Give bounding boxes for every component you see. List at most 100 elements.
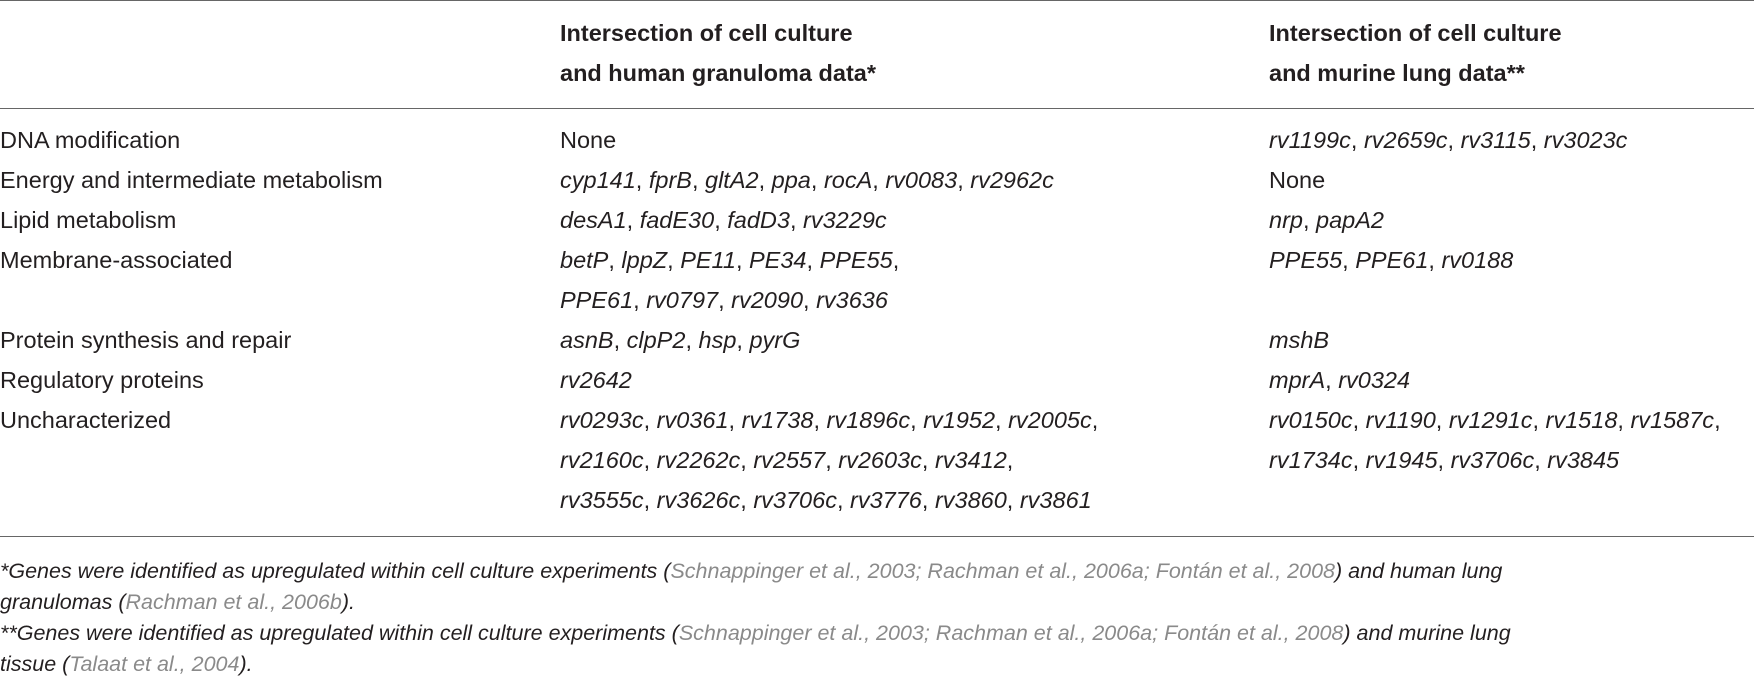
gene-name: rv3626c <box>656 487 741 513</box>
gene-name: rv2962c <box>970 167 1054 193</box>
gene-name: rv3636 <box>816 287 888 313</box>
footnote-1-text: ). <box>341 590 355 614</box>
cell-line: None <box>1269 160 1325 200</box>
gene-name: nrp <box>1269 207 1303 233</box>
cell-line: rv1199c, rv2659c, rv3115, rv3023c <box>1269 127 1628 153</box>
cell-line: None <box>560 120 616 160</box>
murine-lung-cell: PPE55, PPE61, rv0188 <box>1269 240 1513 280</box>
gene-name: rv3115 <box>1460 127 1531 153</box>
gene-name: rv0361 <box>656 407 729 433</box>
table-row: Protein synthesis and repair asnB, clpP2,… <box>0 320 1754 360</box>
footnote-1-text: *Genes were identified as upregulated wi… <box>0 559 671 583</box>
cell-line: rv0293c, rv0361, rv1738, rv1896c, rv1952… <box>560 407 1099 433</box>
murine-lung-cell: nrp, papA2 <box>1269 200 1384 240</box>
cell-line: cyp141, fprB, gltA2, ppa, rocA, rv0083, … <box>560 167 1054 193</box>
header-col2: Intersection of cell culture and murine … <box>1269 13 1562 93</box>
gene-name: fadD3 <box>727 207 790 233</box>
table-row: Lipid metabolism desA1, fadE30, fadD3, rv… <box>0 200 1754 240</box>
cell-line: rv3555c, rv3626c, rv3706c, rv3776, rv386… <box>560 487 1092 513</box>
footnote-2-text: tissue ( <box>0 652 70 676</box>
gene-name: PPE55 <box>1269 247 1343 273</box>
gene-name: gltA2 <box>705 167 759 193</box>
gene-name: rv3776 <box>850 487 922 513</box>
granuloma-cell: cyp141, fprB, gltA2, ppa, rocA, rv0083, … <box>560 160 1054 200</box>
table-row: Uncharacterized rv0293c, rv0361, rv1738, … <box>0 400 1754 520</box>
footnote-1-citation[interactable]: Schnappinger et al., 2003; Rachman et al… <box>670 559 1336 583</box>
gene-name: rv2603c <box>838 447 922 473</box>
cell-line: desA1, fadE30, fadD3, rv3229c <box>560 207 887 233</box>
gene-name: rv2090 <box>731 287 804 313</box>
gene-name: rv1199c <box>1269 127 1351 153</box>
gene-name: rv2659c <box>1363 127 1448 153</box>
gene-name: lppZ <box>621 247 668 273</box>
footnote-2-citation[interactable]: Talaat et al., 2004 <box>69 652 240 676</box>
header-col1-line2: and human granuloma data* <box>560 60 876 86</box>
gene-name: rv3023c <box>1543 127 1628 153</box>
cell-line: rv2160c, rv2262c, rv2557, rv2603c, rv341… <box>560 447 1014 473</box>
gene-name: mshB <box>1269 327 1330 353</box>
none-value: None <box>560 127 617 153</box>
granuloma-cell: rv2642 <box>560 360 632 400</box>
granuloma-cell: desA1, fadE30, fadD3, rv3229c <box>560 200 887 240</box>
header-col2-line1: Intersection of cell culture <box>1269 20 1562 46</box>
gene-name: rv0797 <box>646 287 719 313</box>
footnote-2: **Genes were identified as upregulated w… <box>0 618 1754 680</box>
murine-lung-cell: None <box>1269 160 1325 200</box>
footnote-1-text: ) and human lung <box>1335 559 1503 583</box>
cell-line: PPE55, PPE61, rv0188 <box>1269 247 1514 273</box>
footnote-1-citation[interactable]: Rachman et al., 2006b <box>125 590 342 614</box>
table-row: Energy and intermediate metabolism cyp141… <box>0 160 1754 200</box>
gene-name: rv3706c <box>1450 447 1535 473</box>
gene-name: rv1190 <box>1365 407 1436 433</box>
gene-name: rv3861 <box>1019 487 1092 513</box>
gene-name: rv2005c <box>1008 407 1092 433</box>
gene-name: rv2557 <box>753 447 826 473</box>
header-col1-line1: Intersection of cell culture <box>560 20 853 46</box>
header-col2-line2: and murine lung data** <box>1269 60 1525 86</box>
row-category: DNA modification <box>0 127 181 153</box>
footnote-2-text: **Genes were identified as upregulated w… <box>0 621 679 645</box>
top-rule <box>0 0 1754 1</box>
gene-name: rv3412 <box>934 447 1007 473</box>
gene-name: rv3229c <box>803 207 887 233</box>
table-row: Membrane-associated betP, lppZ, PE11, PE3… <box>0 240 1754 320</box>
gene-name: fprB <box>648 167 692 193</box>
gene-name: rv1587c <box>1630 407 1715 433</box>
gene-name: rv1291c <box>1448 407 1533 433</box>
gene-name: cyp141 <box>560 167 636 193</box>
gene-name: betP <box>560 247 609 273</box>
gene-name: mprA <box>1269 367 1326 393</box>
gene-name: hsp <box>698 327 737 353</box>
header-col1: Intersection of cell culture and human g… <box>560 13 876 93</box>
gene-name: rv2642 <box>560 367 632 393</box>
gene-name: PPE61 <box>560 287 634 313</box>
granuloma-cell: None <box>560 120 616 160</box>
gene-name: rv1952 <box>923 407 996 433</box>
gene-name: rv3860 <box>934 487 1007 513</box>
murine-lung-cell: mprA, rv0324 <box>1269 360 1410 400</box>
gene-name: rocA <box>823 167 873 193</box>
gene-name: rv2262c <box>656 447 741 473</box>
gene-name: ppa <box>771 167 811 193</box>
none-value: None <box>1269 167 1326 193</box>
gene-name: clpP2 <box>626 327 686 353</box>
granuloma-cell: betP, lppZ, PE11, PE34, PPE55, PPE61, rv0… <box>560 240 899 320</box>
row-category: Regulatory proteins <box>0 367 204 393</box>
granuloma-cell: asnB, clpP2, hsp, pyrG <box>560 320 800 360</box>
gene-name: pyrG <box>749 327 801 353</box>
gene-name: asnB <box>560 327 614 353</box>
footnote-1-text: granulomas ( <box>0 590 126 614</box>
cell-line: mprA, rv0324 <box>1269 367 1411 393</box>
gene-name: PE34 <box>749 247 807 273</box>
gene-name: rv2160c <box>560 447 644 473</box>
granuloma-cell: rv0293c, rv0361, rv1738, rv1896c, rv1952… <box>560 400 1098 520</box>
gene-name: rv1734c <box>1269 447 1353 473</box>
gene-name: rv0083 <box>885 167 958 193</box>
footnote-2-citation[interactable]: Schnappinger et al., 2003; Rachman et al… <box>678 621 1344 645</box>
row-category: Lipid metabolism <box>0 207 177 233</box>
header-rule <box>0 108 1754 109</box>
gene-name: rv1738 <box>741 407 814 433</box>
gene-name: PPE61 <box>1355 247 1429 273</box>
cell-line: PPE61, rv0797, rv2090, rv3636 <box>560 287 888 313</box>
gene-name: papA2 <box>1316 207 1384 233</box>
